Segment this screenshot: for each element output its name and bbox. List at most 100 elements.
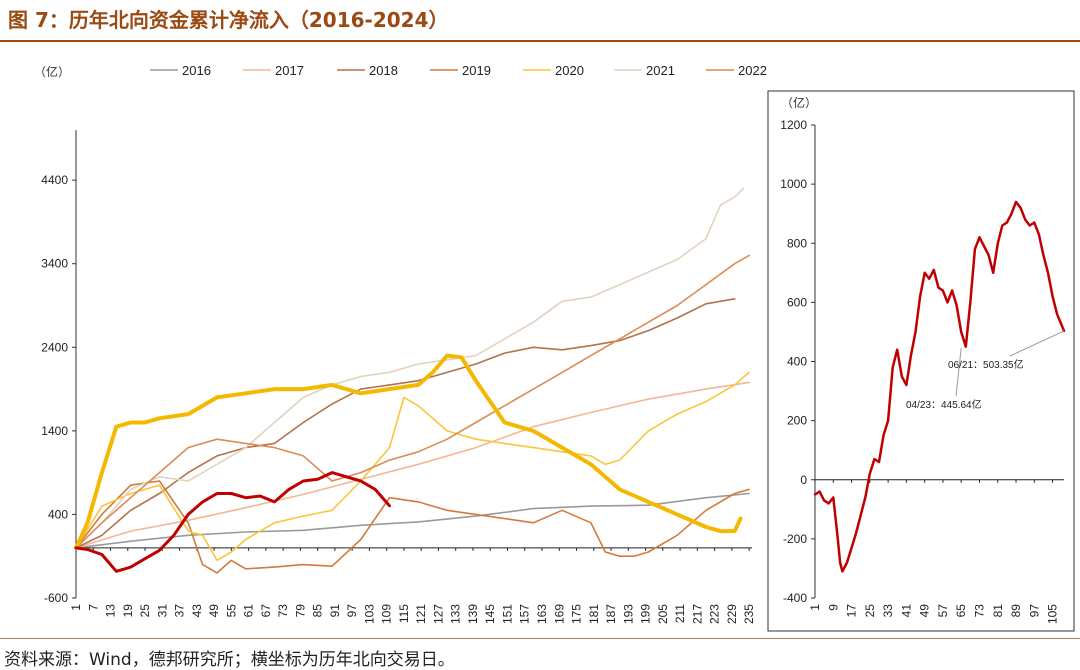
inset-y-tick-label: 0 bbox=[800, 473, 807, 487]
main-x-tick-label: 187 bbox=[604, 604, 618, 624]
main-series-2022 bbox=[75, 254, 750, 549]
title-rule bbox=[0, 40, 1080, 42]
inset-x-tick-label: 105 bbox=[1046, 604, 1060, 624]
inset-x-tick-label: 81 bbox=[991, 604, 1005, 618]
main-legend: 201620172018201920202021202220232024 bbox=[150, 63, 767, 78]
legend-label-2022: 2022 bbox=[738, 63, 767, 78]
main-x-tick-label: 133 bbox=[449, 604, 463, 624]
inset-x-tick-label: 33 bbox=[881, 604, 895, 618]
inset-y-tick-label: 1200 bbox=[780, 118, 807, 132]
main-series-2020 bbox=[75, 371, 750, 562]
main-y-tick-label: -600 bbox=[44, 591, 68, 605]
main-x-tick-label: 151 bbox=[500, 604, 514, 624]
main-x-tick-label: 229 bbox=[725, 604, 739, 624]
main-series-2021 bbox=[75, 187, 745, 549]
main-series-2017 bbox=[75, 381, 750, 549]
inset-y-tick-label: 1000 bbox=[780, 177, 807, 191]
main-x-tick-label: 205 bbox=[656, 604, 670, 624]
inset-series-group bbox=[813, 200, 1066, 573]
main-x-tick-label: 25 bbox=[138, 604, 152, 618]
main-x-tick-label: 235 bbox=[742, 604, 756, 624]
main-chart: （亿） 201620172018201920202021202220232024… bbox=[34, 63, 767, 624]
inset-x-tick-label: 57 bbox=[936, 604, 950, 618]
inset-annotation-leader bbox=[955, 347, 962, 397]
main-x-tick-label: 145 bbox=[483, 604, 497, 624]
main-x-tick-label: 49 bbox=[207, 604, 221, 618]
inset-x-tick-label: 65 bbox=[954, 604, 968, 618]
inset-series-2024 bbox=[813, 200, 1066, 573]
inset-x-tick-label: 9 bbox=[826, 604, 840, 611]
inset-x-tick-label: 49 bbox=[918, 604, 932, 618]
main-series-2016 bbox=[75, 492, 750, 549]
inset-x-tick-label: 1 bbox=[808, 604, 822, 611]
main-x-tick-label: 61 bbox=[242, 604, 256, 618]
inset-y-tick-label: 600 bbox=[787, 295, 807, 309]
main-unit-label: （亿） bbox=[34, 64, 70, 79]
main-x-tick-label: 139 bbox=[466, 604, 480, 624]
main-x-tick-label: 91 bbox=[328, 604, 342, 618]
inset-x-tick-label: 17 bbox=[845, 604, 859, 618]
inset-x-tick-label: 25 bbox=[863, 604, 877, 618]
main-x-tick-label: 13 bbox=[104, 604, 118, 618]
inset-x-tick-label: 73 bbox=[972, 604, 986, 618]
main-x-tick-label: 73 bbox=[276, 604, 290, 618]
inset-annotation-leader bbox=[1009, 330, 1065, 357]
main-x-tick-label: 97 bbox=[345, 604, 359, 618]
main-x-tick-label: 217 bbox=[690, 604, 704, 624]
inset-x-tick-label: 41 bbox=[899, 604, 913, 618]
inset-annotation-label: 06/21：503.35亿 bbox=[948, 358, 1024, 371]
main-x-tick-label: 211 bbox=[673, 604, 687, 623]
main-y-tick-label: 2400 bbox=[41, 340, 68, 354]
main-series-2019 bbox=[75, 480, 750, 574]
inset-y-tick-label: 200 bbox=[787, 414, 807, 428]
main-x-tick-label: 37 bbox=[173, 604, 187, 618]
main-series-group bbox=[74, 187, 750, 574]
main-x-tick-label: 55 bbox=[224, 604, 238, 618]
main-x-tick-label: 121 bbox=[414, 604, 428, 624]
source-note: 资料来源：Wind，德邦研究所；横坐标为历年北向交易日。 bbox=[4, 650, 455, 670]
main-y-tick-label: 3400 bbox=[41, 257, 68, 271]
main-x-tick-label: 169 bbox=[552, 604, 566, 624]
legend-label-2016: 2016 bbox=[182, 63, 211, 78]
main-x-tick-label: 163 bbox=[535, 604, 549, 624]
main-y-tick-label: 4400 bbox=[41, 173, 68, 187]
inset-y-tick-label: 400 bbox=[787, 355, 807, 369]
main-y-tick-label: 1400 bbox=[41, 424, 68, 438]
legend-label-2017: 2017 bbox=[275, 63, 304, 78]
legend-label-2018: 2018 bbox=[369, 63, 398, 78]
main-x-tick-label: 127 bbox=[431, 604, 445, 624]
main-x-tick-label: 157 bbox=[518, 604, 532, 624]
main-x-tick-label: 109 bbox=[380, 604, 394, 624]
inset-y-tick-label: -400 bbox=[783, 591, 807, 605]
main-x-tick-label: 19 bbox=[121, 604, 135, 618]
inset-y-tick-label: 800 bbox=[787, 236, 807, 250]
main-x-tick-label: 31 bbox=[155, 604, 169, 618]
main-series-2018 bbox=[75, 298, 736, 549]
main-x-tick-label: 175 bbox=[570, 604, 584, 624]
main-x-tick-label: 85 bbox=[311, 604, 325, 618]
main-x-tick-label: 181 bbox=[587, 604, 601, 624]
main-x-tick-label: 199 bbox=[639, 604, 653, 624]
main-x-tick-label: 79 bbox=[293, 604, 307, 618]
bottom-rule bbox=[0, 638, 1080, 639]
main-series-2023 bbox=[74, 353, 743, 550]
main-x-tick-label: 103 bbox=[362, 604, 376, 624]
main-x-tick-label: 193 bbox=[621, 604, 635, 624]
inset-annotations: 04/23：445.64亿 06/21：503.35亿 bbox=[906, 330, 1065, 411]
main-x-tick-label: 43 bbox=[190, 604, 204, 618]
main-x-tick-label: 1 bbox=[69, 604, 83, 611]
main-x-tick-label: 223 bbox=[708, 604, 722, 624]
legend-label-2021: 2021 bbox=[646, 63, 675, 78]
main-series-2024 bbox=[74, 471, 391, 573]
figure-title: 图 7：历年北向资金累计净流入（2016-2024） bbox=[8, 8, 449, 32]
main-x-tick-label: 67 bbox=[259, 604, 273, 618]
inset-axes: -400 -200 0 200 400 600 800 1000 1200 1 9 17 25 33 41 4… bbox=[780, 118, 1064, 624]
inset-x-tick-label: 97 bbox=[1027, 604, 1041, 618]
legend-label-2020: 2020 bbox=[555, 63, 584, 78]
legend-label-2019: 2019 bbox=[462, 63, 491, 78]
inset-annotation-label: 04/23：445.64亿 bbox=[906, 398, 982, 411]
main-axes: -600 400 1400 2400 3400 4400 1 7 13 19 25 31 37 43 49 5… bbox=[41, 130, 756, 624]
inset-y-tick-label: -200 bbox=[783, 532, 807, 546]
inset-x-tick-label: 89 bbox=[1009, 604, 1023, 618]
